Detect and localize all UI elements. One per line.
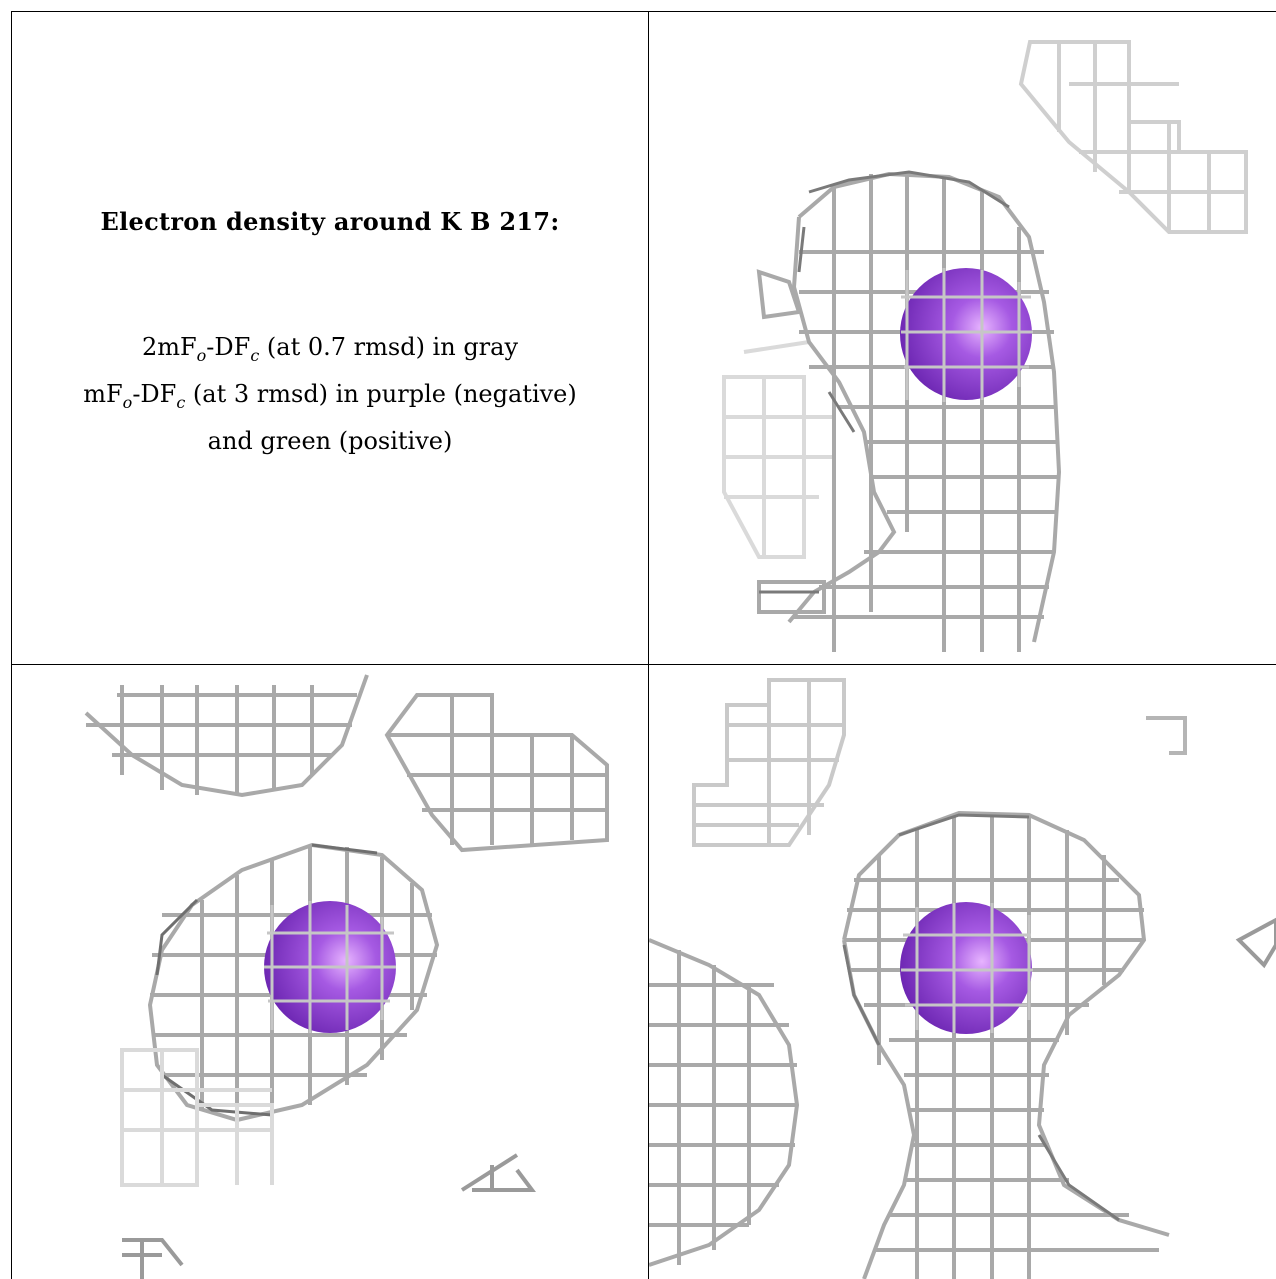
mesh-fragment-upper-left <box>692 678 846 847</box>
mesh-fragment-upper-right <box>384 693 609 853</box>
mesh-main-head-2 <box>842 810 1170 1279</box>
mesh-main-head-2-dark <box>842 813 1120 1222</box>
grid-divider-vertical <box>648 11 649 1279</box>
legend-line-green: and green (positive) <box>207 426 453 455</box>
density-view-top-right <box>649 12 1276 664</box>
grid-border-top <box>12 11 1276 12</box>
mesh-right-edge-fragment <box>1235 917 1276 969</box>
mesh-back-blob-lower <box>120 1048 274 1187</box>
mesh-main-ellipsoid-dark <box>155 843 378 1117</box>
grid-divider-horizontal <box>12 664 1276 665</box>
legend-text: 2mFo-DFc (at 0.7 rmsd) in gray mFo-DFc (… <box>12 328 648 460</box>
mesh-over-atom <box>901 268 1033 402</box>
density-view-bottom-right <box>649 665 1276 1279</box>
grid-border-left <box>11 11 12 1279</box>
mesh-main-head-dark <box>759 170 1010 594</box>
density-mesh-render-3 <box>649 678 1276 1279</box>
legend-line-mfo: mFo-DFc (at 3 rmsd) in purple (negative) <box>83 379 577 412</box>
legend-line-2mfo: 2mFo-DFc (at 0.7 rmsd) in gray <box>141 333 519 365</box>
mesh-back-blob <box>722 340 834 559</box>
mesh-arc-upper-left <box>84 674 369 798</box>
potassium-atom-sphere-3 <box>900 902 1032 1034</box>
mesh-over-atom-2 <box>264 901 396 1033</box>
density-mesh-render-1 <box>722 40 1248 652</box>
density-mesh-render-2 <box>84 674 609 1279</box>
mesh-corner-fragment <box>1146 716 1187 755</box>
mesh-over-atom-3 <box>901 903 1033 1033</box>
mesh-arc-left <box>649 938 800 1267</box>
mesh-small-fragments <box>122 1153 536 1279</box>
mesh-fragment-upper <box>1018 40 1248 234</box>
caption-panel: Electron density around K B 217: 2mFo-DF… <box>12 12 648 664</box>
density-view-bottom-left <box>12 665 648 1279</box>
panel-title: Electron density around K B 217: <box>100 207 560 236</box>
potassium-atom-sphere <box>900 268 1032 400</box>
